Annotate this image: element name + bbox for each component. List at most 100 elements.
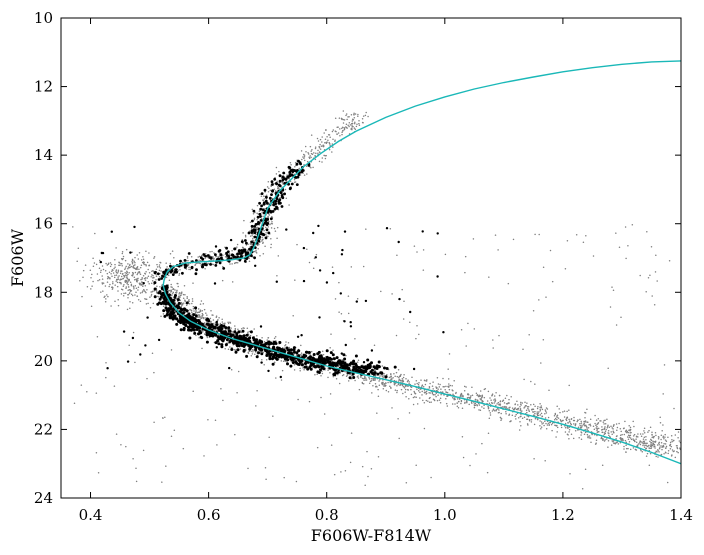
black-star-point bbox=[314, 365, 318, 369]
grey-star-point bbox=[92, 265, 95, 267]
grey-star-point bbox=[320, 374, 322, 377]
grey-star-point bbox=[624, 439, 627, 442]
grey-star-point bbox=[612, 425, 615, 428]
grey-star-point bbox=[483, 407, 485, 409]
grey-star-point bbox=[130, 283, 133, 286]
grey-star-point bbox=[148, 252, 150, 254]
black-star-point bbox=[349, 321, 352, 324]
grey-star-point bbox=[275, 166, 278, 169]
grey-star-point bbox=[203, 308, 206, 311]
black-star-point bbox=[310, 363, 314, 367]
grey-star-point bbox=[422, 399, 424, 402]
grey-star-point bbox=[581, 426, 583, 428]
grey-star-point bbox=[376, 412, 378, 414]
grey-star-point bbox=[382, 382, 384, 385]
grey-star-point bbox=[665, 440, 668, 443]
grey-star-point bbox=[224, 329, 227, 331]
grey-star-point bbox=[512, 408, 515, 411]
grey-star-point bbox=[662, 446, 665, 448]
grey-star-point bbox=[162, 305, 165, 307]
grey-star-point bbox=[126, 277, 129, 280]
grey-star-point bbox=[144, 290, 146, 293]
grey-star-point bbox=[587, 436, 589, 439]
grey-star-point bbox=[356, 123, 358, 125]
black-star-point bbox=[146, 316, 149, 319]
grey-star-point bbox=[519, 421, 521, 423]
grey-star-point bbox=[555, 425, 558, 427]
black-star-point bbox=[366, 364, 370, 368]
grey-star-point bbox=[258, 243, 260, 246]
grey-star-point bbox=[421, 384, 423, 387]
grey-star-point bbox=[520, 401, 522, 404]
grey-star-point bbox=[114, 284, 116, 286]
grey-star-point bbox=[234, 327, 237, 330]
grey-star-point bbox=[536, 414, 539, 417]
grey-star-point bbox=[131, 251, 133, 254]
grey-star-point bbox=[248, 330, 251, 333]
grey-star-point bbox=[231, 346, 233, 349]
grey-star-point bbox=[303, 155, 306, 158]
grey-star-point bbox=[313, 152, 315, 154]
black-star-point bbox=[325, 349, 329, 353]
grey-star-point bbox=[460, 393, 463, 396]
grey-star-point bbox=[642, 444, 644, 447]
grey-star-point bbox=[155, 273, 157, 276]
grey-star-point bbox=[402, 392, 404, 395]
grey-star-point bbox=[495, 391, 497, 394]
grey-star-point bbox=[129, 307, 131, 310]
grey-star-point bbox=[597, 430, 599, 433]
grey-star-point bbox=[139, 300, 142, 302]
grey-star-point bbox=[607, 440, 610, 442]
black-star-point bbox=[164, 306, 168, 310]
grey-star-point bbox=[631, 223, 634, 226]
grey-star-point bbox=[318, 147, 321, 149]
grey-star-point bbox=[383, 374, 385, 377]
grey-star-point bbox=[333, 473, 336, 476]
black-star-point bbox=[288, 166, 292, 170]
grey-star-point bbox=[319, 138, 322, 141]
grey-star-point bbox=[403, 300, 405, 303]
grey-star-point bbox=[190, 309, 192, 311]
grey-star-point bbox=[120, 270, 122, 272]
grey-star-point bbox=[662, 436, 664, 439]
grey-star-point bbox=[209, 250, 211, 253]
grey-star-point bbox=[600, 436, 603, 439]
grey-star-point bbox=[475, 453, 477, 455]
grey-star-point bbox=[408, 381, 410, 383]
black-star-point bbox=[251, 219, 254, 223]
black-star-point bbox=[345, 364, 349, 368]
grey-star-point bbox=[364, 375, 366, 378]
grey-star-point bbox=[222, 322, 224, 325]
grey-star-point bbox=[323, 413, 326, 415]
grey-star-point bbox=[664, 439, 667, 441]
grey-star-point bbox=[373, 344, 376, 347]
grey-star-point bbox=[207, 418, 209, 421]
grey-star-point bbox=[412, 403, 415, 406]
y-tick-label: 20 bbox=[34, 352, 53, 370]
grey-star-point bbox=[173, 256, 175, 259]
grey-star-point bbox=[312, 166, 314, 169]
grey-star-point bbox=[572, 419, 575, 422]
grey-star-point bbox=[256, 212, 258, 214]
grey-star-point bbox=[678, 440, 681, 442]
grey-star-point bbox=[579, 426, 582, 429]
black-star-point bbox=[218, 261, 222, 265]
black-star-point bbox=[248, 336, 252, 340]
grey-star-point bbox=[135, 480, 138, 483]
grey-star-point bbox=[470, 395, 472, 397]
grey-star-point bbox=[611, 286, 613, 288]
grey-star-point bbox=[505, 406, 508, 408]
grey-star-point bbox=[94, 232, 96, 235]
black-star-point bbox=[293, 350, 296, 354]
grey-star-point bbox=[132, 458, 134, 460]
grey-star-point bbox=[117, 299, 119, 301]
black-star-point bbox=[233, 247, 237, 251]
grey-star-point bbox=[605, 428, 607, 431]
black-star-point bbox=[224, 343, 228, 347]
black-star-point bbox=[271, 189, 275, 193]
grey-star-point bbox=[538, 411, 540, 413]
grey-star-point bbox=[606, 425, 609, 428]
black-star-point bbox=[210, 323, 214, 327]
grey-star-point bbox=[147, 281, 149, 283]
black-star-point bbox=[261, 208, 265, 212]
